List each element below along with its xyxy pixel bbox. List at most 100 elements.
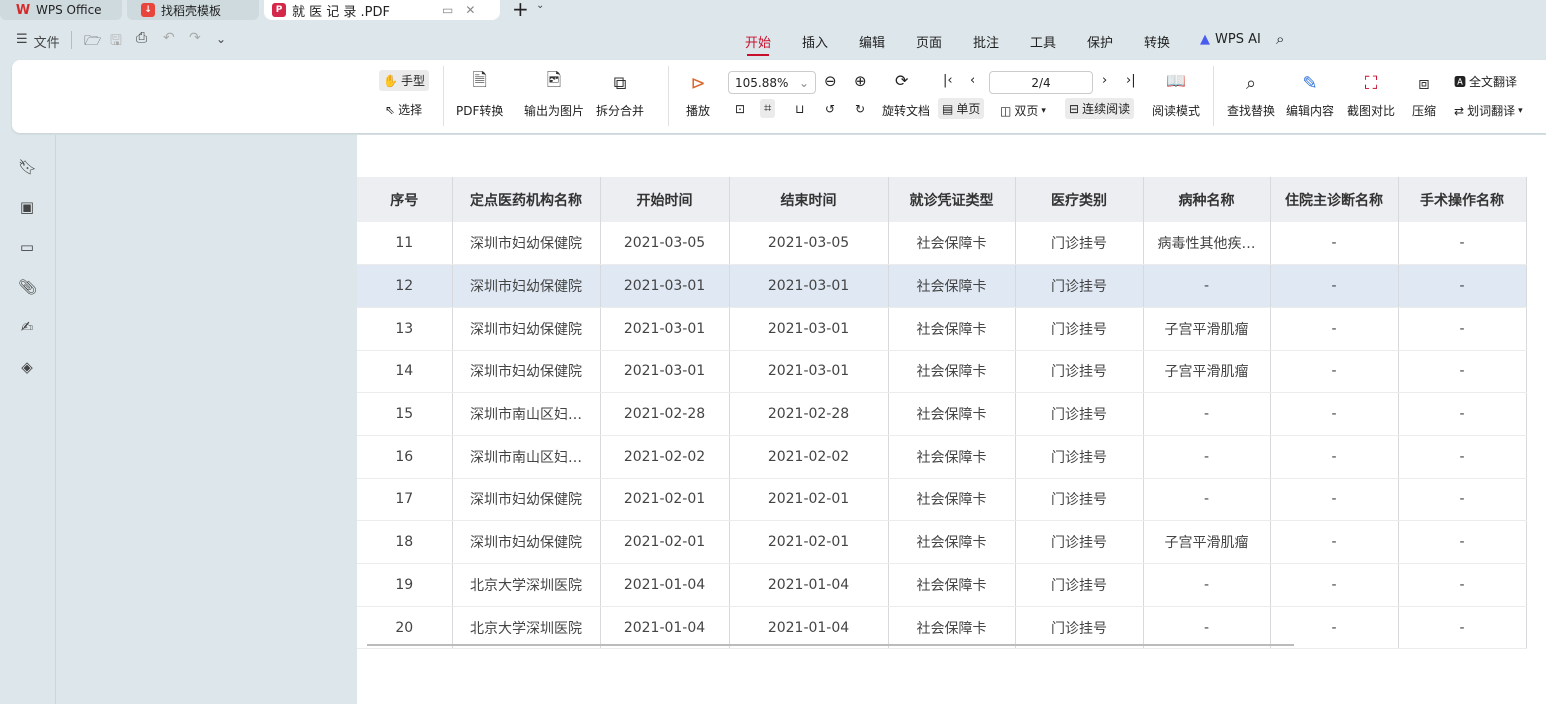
column-header: 开始时间 [600,177,730,222]
fit-page-icon[interactable]: ⌗ [760,99,776,118]
full-translate-button[interactable]: 🅰 全文翻译 [1454,73,1517,90]
redo-icon[interactable]: ↷ [189,30,201,46]
close-tab-icon[interactable]: ✕ [465,3,476,17]
export-image-button[interactable]: 🖻 输出为图片 [524,70,584,119]
table-cell: 2021-02-02 [729,435,889,479]
table-cell: 2021-01-04 [729,563,889,607]
tab-docer[interactable]: ↓ 找稻壳模板 [127,0,259,20]
table-cell: 2021-02-01 [600,478,730,522]
translate-icon: 🅰 [1454,75,1467,89]
ribbon-tab-tools[interactable]: 工具 [1030,36,1057,51]
zoom-out-icon[interactable]: ⊖ [824,72,837,90]
ribbon-tab-wps-ai[interactable]: ▲ WPS AI [1200,32,1261,47]
open-icon[interactable]: 🗁 [84,33,102,49]
comment-icon[interactable]: ▭ [19,238,35,256]
table-cell: 门诊挂号 [1015,478,1144,522]
thumbnail-icon[interactable]: ▣ [19,198,35,216]
ribbon-tab-convert[interactable]: 转换 [1144,36,1171,51]
zoom-in-icon[interactable]: ⊕ [854,72,867,90]
pdf-logo-icon: P [272,3,286,17]
ribbon-tab-protect[interactable]: 保护 [1087,36,1114,51]
ribbon-tab-insert[interactable]: 插入 [802,36,829,51]
table-cell: 2021-02-02 [600,435,730,479]
continuous-read-button[interactable]: ⊟ 连续阅读 [1065,98,1135,119]
signature-icon[interactable]: ✍︎ [20,318,34,336]
table-cell: 14 [357,350,453,394]
table-cell: - [1143,563,1271,607]
play-button[interactable]: ⊳ 播放 [686,70,710,119]
search-icon[interactable]: ⌕ [1276,30,1285,48]
select-tool-button[interactable]: ⇖ 选择 [385,101,422,118]
page-number-input[interactable]: 2/4 [989,71,1093,94]
table-cell: - [1398,264,1527,308]
divider [443,66,444,126]
table-cell: - [1398,222,1527,266]
undo-icon[interactable]: ↶ [163,30,175,46]
double-page-button[interactable]: ◫ 双页 ▾ [1000,102,1046,119]
bookmark-icon[interactable]: 🔖︎ [18,158,38,176]
split-merge-button[interactable]: ⧉ 拆分合并 [596,70,644,119]
table-cell: 深圳市妇幼保健院 [452,264,601,308]
file-menu[interactable]: ☰ 文件 [16,32,60,51]
table-cell: - [1270,563,1399,607]
column-header: 手术操作名称 [1398,177,1527,222]
rotate-document-label[interactable]: 旋转文档 [882,104,931,118]
single-page-button[interactable]: ▤ 单页 [938,98,985,119]
save-icon[interactable]: 🖫 [110,33,122,49]
word-translate-button[interactable]: ⇄ 划词翻译 ▾ [1454,102,1523,119]
last-page-icon[interactable]: ›| [1126,73,1136,88]
first-page-icon[interactable]: |‹ [943,73,953,88]
tab-list-chevron-icon[interactable]: ⌄ [536,0,545,11]
pdf-convert-button[interactable]: 🗎 PDF转换 [456,70,503,119]
table-bottom-border [367,644,1294,646]
more-chevron-icon[interactable]: ⌄ [216,32,227,46]
table-row: 12 深圳市妇幼保健院 2021-03-01 2021-03-01 社会保障卡 门诊挂号 -… [357,264,1527,308]
table-cell: 2021-03-01 [600,264,730,308]
fit-width-icon[interactable]: ⊔ [795,102,805,116]
new-tab-icon[interactable]: + [512,0,529,21]
prev-page-icon[interactable]: ‹ [970,73,976,88]
table-cell: - [1270,222,1399,266]
next-page-icon[interactable]: › [1102,73,1108,88]
edit-content-button[interactable]: ✎ 编辑内容 [1286,70,1334,119]
screenshot-compare-button[interactable]: ⛶ 截图对比 [1347,70,1395,119]
table-cell: 社会保障卡 [888,350,1016,394]
attachment-icon[interactable]: 📎︎ [18,278,38,296]
table-cell: - [1270,520,1399,564]
word-translate-icon: ⇄ [1454,103,1465,118]
ribbon-tab-edit[interactable]: 编辑 [859,36,886,51]
select-label: 选择 [398,103,423,117]
hand-tool-button[interactable]: ✋ 手型 [379,70,429,91]
ribbon-tab-annotate[interactable]: 批注 [973,36,1000,51]
rotate-right-icon[interactable]: ↻ [855,102,866,116]
ribbon-tab-start[interactable]: 开始 [745,32,771,56]
zoom-select[interactable]: 105.88% ⌄ [728,71,816,94]
table-cell: 2021-03-01 [729,264,889,308]
compress-icon: ⧈ [1418,72,1430,94]
print-icon[interactable]: ⎙ [136,30,148,46]
actual-size-icon[interactable]: ⊡ [735,102,746,116]
read-mode-icon[interactable]: 📖 [1166,71,1186,90]
table-cell: 深圳市南山区妇… [452,435,601,479]
table-cell: - [1398,392,1527,436]
table-cell: 社会保障卡 [888,435,1016,479]
layers-icon[interactable]: ◈ [21,358,33,376]
double-page-icon: ◫ [1000,103,1012,118]
tab-pdf-document[interactable]: P 就 医 记 录 .PDF ▭ ✕ [264,0,500,20]
table-cell: 门诊挂号 [1015,222,1144,266]
find-replace-label: 查找替换 [1227,104,1276,118]
find-replace-button[interactable]: ⌕ 查找替换 [1227,70,1275,119]
table-cell: 2021-02-01 [729,520,889,564]
rotate-left-icon[interactable]: ↺ [825,102,836,116]
read-mode-label[interactable]: 阅读模式 [1152,104,1201,118]
table-cell: 社会保障卡 [888,478,1016,522]
table-cell: 北京大学深圳医院 [452,563,601,607]
window-icon[interactable]: ▭ [442,3,454,17]
compress-button[interactable]: ⧈ 压缩 [1412,70,1436,119]
ribbon-tab-page[interactable]: 页面 [916,36,943,51]
rotate-document-icon[interactable]: ⟳ [895,71,909,90]
split-merge-label: 拆分合并 [596,104,645,118]
tab-wps-office[interactable]: W WPS Office [0,0,122,20]
divider [71,31,72,49]
tab-label: 找稻壳模板 [161,3,222,18]
